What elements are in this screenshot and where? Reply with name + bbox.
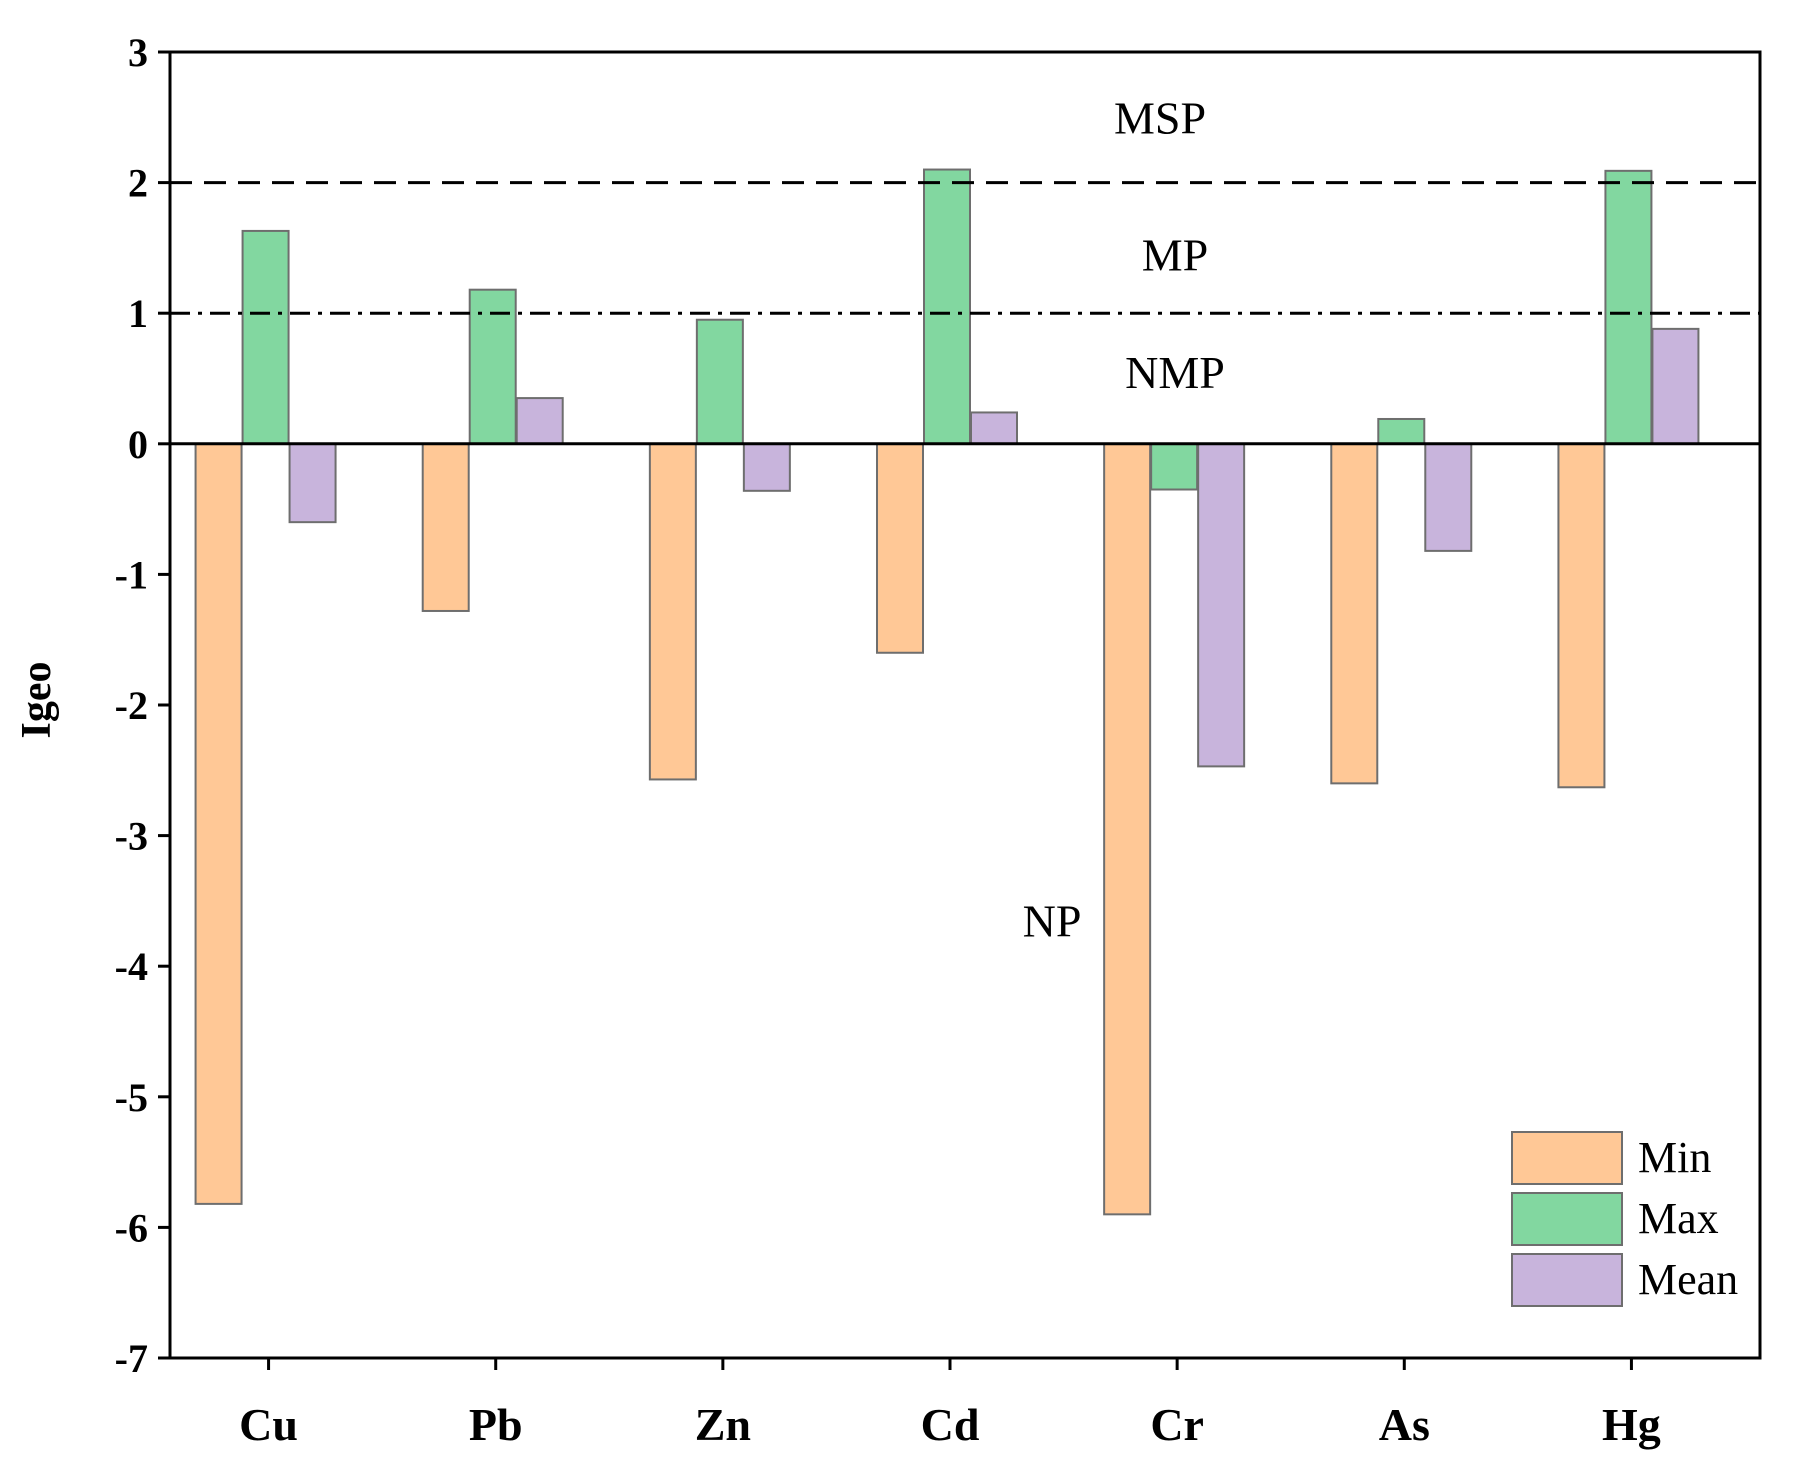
y-tick-label: -2 [115,683,148,728]
x-tick-label-cu: Cu [239,1399,298,1450]
bar-max-hg [1604,169,1653,445]
zone-label-msp: MSP [1114,92,1206,143]
y-tick-label: -4 [115,944,148,989]
bar-mean-cu [288,442,337,524]
bars-layer [194,168,1700,1216]
bar-mean-cr [1197,442,1246,768]
y-tick-label: -3 [115,814,148,859]
x-tick-label-cd: Cd [921,1399,980,1450]
bar-mean-cd [970,411,1018,445]
bar-min-cu [194,442,243,1205]
x-axis-ticks: Cu Pb Zn Cd Cr As Hg [239,1358,1661,1450]
y-tick-label: 0 [128,422,148,467]
bar-min-cr [1103,442,1152,1216]
x-tick-label-pb: Pb [469,1399,523,1450]
bar-min-zn [648,442,697,781]
legend-label-min: Min [1638,1133,1711,1182]
x-tick-label-zn: Zn [695,1399,751,1450]
bar-min-as [1330,442,1379,785]
legend-swatch-min [1511,1131,1623,1185]
reference-lines [170,181,1760,446]
legend-swatch-mean [1511,1253,1623,1307]
zone-annotations: MSP MP NMP NP [1023,92,1225,946]
legend-swatch-max [1511,1192,1623,1246]
legend-label-mean: Mean [1638,1255,1738,1304]
y-tick-label: 1 [128,291,148,336]
bar-max-pb [468,288,517,445]
y-axis-title: Igeo [14,662,60,739]
bar-max-cd [923,168,971,445]
legend-label-max: Max [1638,1194,1719,1243]
y-tick-label: -7 [115,1336,148,1381]
x-tick-label-as: As [1379,1399,1430,1450]
y-tick-label: -1 [115,552,148,597]
bar-min-hg [1557,442,1606,789]
zone-label-np: NP [1023,895,1082,946]
bar-max-zn [695,318,744,445]
bar-mean-hg [1651,327,1700,445]
bar-max-cu [241,229,290,445]
bar-mean-pb [515,397,564,445]
bar-min-cd [876,442,924,654]
bar-max-cr [1150,442,1199,491]
x-tick-label-hg: Hg [1602,1399,1661,1450]
zone-label-mp: MP [1142,229,1208,280]
y-tick-label: -6 [115,1205,148,1250]
y-tick-label: -5 [115,1075,148,1120]
bar-mean-as [1424,442,1473,552]
y-tick-label: 2 [128,161,148,206]
legend: Min Max Mean [1511,1131,1738,1307]
y-axis-ticks: 3 2 1 0 -1 -2 -3 -4 -5 -6 -7 [115,30,170,1381]
x-tick-label-cr: Cr [1150,1399,1204,1450]
bar-mean-zn [742,442,791,492]
y-tick-label: 3 [128,30,148,75]
bar-max-as [1377,417,1426,445]
zone-label-nmp: NMP [1125,347,1225,398]
bar-min-pb [421,442,470,612]
